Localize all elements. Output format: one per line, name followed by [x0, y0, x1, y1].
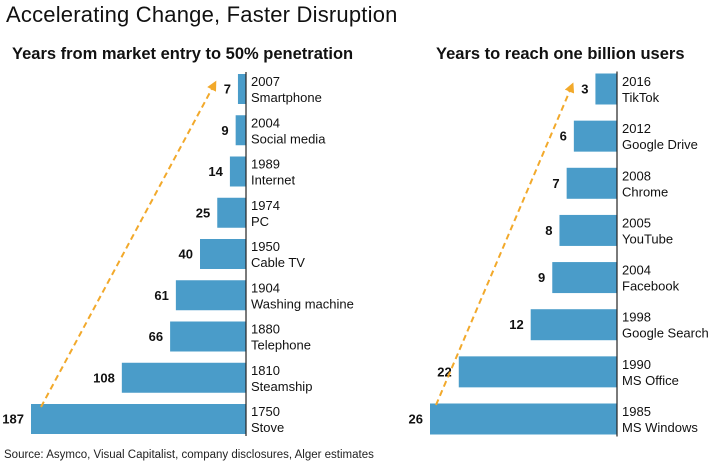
source-note: Source: Asymco, Visual Capitalist, compa…: [4, 449, 374, 461]
year-label: 2004: [622, 263, 651, 278]
value-label: 9: [221, 123, 228, 138]
trend-arrow: [435, 82, 575, 406]
bar-google-search: [530, 309, 617, 341]
category-label: Google Search: [622, 326, 709, 341]
category-label: Social media: [251, 131, 326, 146]
category-label: Telephone: [251, 338, 311, 353]
bar-google-drive: [573, 120, 617, 152]
bar-facebook: [552, 262, 617, 294]
year-label: 1989: [251, 157, 280, 172]
value-label: 9: [538, 270, 545, 285]
value-label: 6: [560, 129, 567, 144]
category-label: Cable TV: [251, 255, 305, 270]
year-label: 2008: [622, 168, 651, 183]
bar-internet: [229, 156, 246, 187]
value-label: 66: [149, 329, 163, 344]
value-label: 7: [224, 82, 231, 97]
year-label: 1904: [251, 280, 280, 295]
category-label: Facebook: [622, 279, 680, 294]
year-label: 2007: [251, 74, 280, 89]
year-label: 1974: [251, 198, 280, 213]
value-label: 25: [196, 205, 210, 220]
right-chart-title: Years to reach one billion users: [436, 45, 685, 63]
category-label: TikTok: [622, 90, 660, 105]
year-label: 1985: [622, 404, 651, 419]
bar-steamship: [121, 362, 246, 393]
page-title: Accelerating Change, Faster Disruption: [6, 2, 398, 27]
bar-stove: [31, 404, 246, 434]
category-label: PC: [251, 214, 269, 229]
category-label: Steamship: [251, 379, 312, 394]
value-label: 61: [154, 288, 168, 303]
value-label: 8: [545, 223, 552, 238]
year-label: 1998: [622, 310, 651, 325]
bar-telephone: [170, 321, 246, 352]
category-label: MS Windows: [622, 420, 698, 435]
bar-tiktok: [595, 73, 617, 105]
left-chart-title: Years from market entry to 50% penetrati…: [12, 45, 354, 63]
category-label: Washing machine: [251, 296, 354, 311]
category-label: YouTube: [622, 231, 673, 246]
bar-youtube: [559, 214, 617, 246]
trend-arrow: [40, 80, 217, 408]
value-label: 26: [409, 412, 423, 427]
year-label: 2004: [251, 115, 280, 130]
category-label: Stove: [251, 420, 284, 435]
bar-pc: [217, 197, 246, 228]
category-label: Chrome: [622, 184, 668, 199]
bar-cable-tv: [200, 239, 246, 269]
year-label: 1810: [251, 363, 280, 378]
year-label: 2016: [622, 74, 651, 89]
bar-ms-windows: [430, 403, 617, 435]
year-label: 1950: [251, 239, 280, 254]
bar-social-media: [235, 115, 246, 146]
category-label: Smartphone: [251, 90, 322, 105]
category-label: Internet: [251, 173, 295, 188]
category-label: MS Office: [622, 373, 679, 388]
year-label: 1880: [251, 322, 280, 337]
year-label: 2005: [622, 215, 651, 230]
bar-washing-machine: [175, 280, 246, 311]
value-label: 108: [93, 370, 115, 385]
category-label: Google Drive: [622, 137, 698, 152]
value-label: 40: [179, 247, 193, 262]
bar-ms-office: [458, 356, 617, 388]
bar-chrome: [566, 167, 617, 199]
value-label: 12: [509, 317, 523, 332]
year-label: 1750: [251, 404, 280, 419]
year-label: 2012: [622, 121, 651, 136]
value-label: 187: [2, 412, 24, 427]
year-label: 1990: [622, 357, 651, 372]
value-label: 7: [552, 176, 559, 191]
value-label: 14: [208, 164, 223, 179]
bar-smartphone: [237, 74, 246, 104]
value-label: 3: [581, 82, 588, 97]
